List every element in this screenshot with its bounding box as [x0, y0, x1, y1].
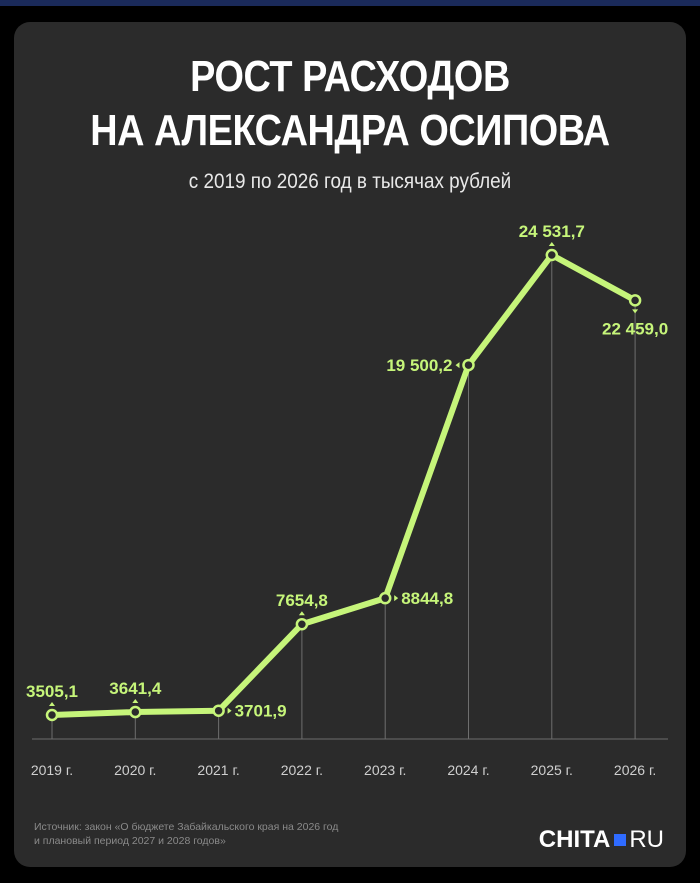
line-chart: 3505,1 3641,4 3701,9 7654,8 8844,8 19 500,2 24… — [26, 222, 668, 778]
logo-square-icon — [614, 834, 627, 846]
top-bar — [0, 0, 700, 6]
data-point — [45, 708, 59, 722]
data-point — [462, 358, 475, 372]
data-point — [378, 591, 392, 605]
infographic-card: РОСТ РАСХОДОВ НА АЛЕКСАНДРА ОСИПОВА с 20… — [14, 22, 686, 867]
label-pointer-icon — [227, 707, 232, 714]
data-point — [129, 705, 142, 719]
data-point — [295, 617, 309, 631]
chart-title-line-1: РОСТ РАСХОДОВ — [190, 52, 510, 101]
data-label: 3701,9 — [235, 702, 287, 721]
x-tick-label: 2022 г. — [281, 762, 323, 778]
chart-title: РОСТ РАСХОДОВ НА АЛЕКСАНДРА ОСИПОВА — [61, 50, 639, 158]
data-label: 24 531,7 — [519, 222, 585, 241]
label-pointer-icon — [548, 242, 555, 246]
label-pointer-icon — [394, 595, 399, 602]
series-line — [49, 252, 639, 718]
source-line-1: Источник: закон «О бюджете Забайкальског… — [34, 821, 339, 833]
data-label: 3505,1 — [26, 682, 78, 701]
x-tick-label: 2026 г. — [614, 762, 656, 778]
x-tick-label: 2021 г. — [197, 762, 239, 778]
data-label: 8844,8 — [401, 589, 453, 608]
data-label: 3641,4 — [109, 679, 162, 698]
x-tick-label: 2024 г. — [447, 762, 489, 778]
data-point — [212, 704, 225, 717]
label-pointer-icon — [49, 702, 55, 706]
x-tick-label: 2025 г. — [531, 762, 573, 778]
chita-ru-logo: CHITA RU — [539, 826, 664, 854]
chart-subtitle: с 2019 по 2026 год в тысячах рублей — [188, 170, 512, 193]
x-tick-label: 2020 г. — [114, 762, 156, 778]
x-tick-label: 2019 г. — [31, 762, 73, 778]
x-tick-label: 2023 г. — [364, 762, 406, 778]
label-pointer-icon — [132, 699, 139, 704]
logo-suffix-text: RU — [629, 826, 664, 853]
data-point — [628, 294, 642, 307]
label-pointer-icon — [455, 362, 460, 369]
source-line-2: и плановый период 2027 и 2028 годов» — [34, 835, 226, 847]
data-point — [545, 248, 559, 262]
label-pointer-icon — [632, 309, 639, 314]
logo-main-text: CHITA — [538, 826, 611, 853]
source-note: Источник: закон «О бюджете Забайкальског… — [34, 820, 414, 848]
data-label: 22 459,0 — [602, 319, 668, 338]
data-label: 7654,8 — [276, 591, 328, 610]
label-pointer-icon — [298, 611, 305, 616]
chart-title-line-2: НА АЛЕКСАНДРА ОСИПОВА — [90, 106, 610, 155]
data-label: 19 500,2 — [386, 356, 452, 375]
